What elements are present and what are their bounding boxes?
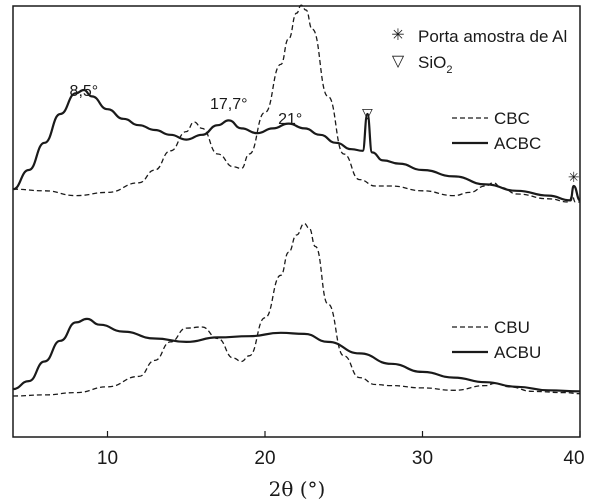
peak-label-8-5: 8,5°	[70, 83, 99, 100]
sio2-marker-label: SiO2	[418, 53, 452, 76]
peak-label-17-7: 17,7°	[210, 96, 248, 113]
al-peak-marker: ✳	[568, 169, 580, 185]
plot-frame	[12, 5, 581, 438]
series-line-acbu	[12, 317, 581, 393]
bottom-series-legend: CBU ACBU	[452, 318, 541, 362]
x-axis: 10 20 30 40	[97, 431, 585, 469]
legend-label-cbc: CBC	[494, 109, 530, 128]
peak-annotations: 8,5° 17,7° 21° ▽ ✳	[70, 83, 580, 185]
al-marker-label: Porta amostra de Al	[418, 27, 567, 46]
x-tick-label: 20	[254, 448, 275, 469]
series-line-cbu	[12, 222, 581, 397]
marker-legend: ✳ Porta amostra de Al ▽ SiO2	[391, 27, 567, 76]
top-series-legend: CBC ACBC	[452, 109, 541, 153]
sio2-label-subscript: 2	[446, 64, 452, 76]
sio2-label-main: SiO	[418, 53, 446, 72]
x-tick-label: 10	[97, 448, 118, 469]
sio2-marker-symbol: ▽	[392, 53, 405, 70]
al-marker-symbol: ✳	[391, 27, 404, 44]
x-tick-label: 30	[412, 448, 433, 469]
sio2-peak-marker: ▽	[362, 105, 373, 121]
series-line-acbc	[12, 88, 581, 202]
curves-layer	[12, 4, 581, 397]
legend-label-acbu: ACBU	[494, 343, 541, 362]
legend-label-cbu: CBU	[494, 318, 530, 337]
x-tick-label: 40	[563, 448, 584, 469]
legend-label-acbc: ACBC	[494, 134, 541, 153]
peak-label-21: 21°	[278, 111, 302, 128]
x-axis-label: 2θ (°)	[269, 477, 326, 501]
